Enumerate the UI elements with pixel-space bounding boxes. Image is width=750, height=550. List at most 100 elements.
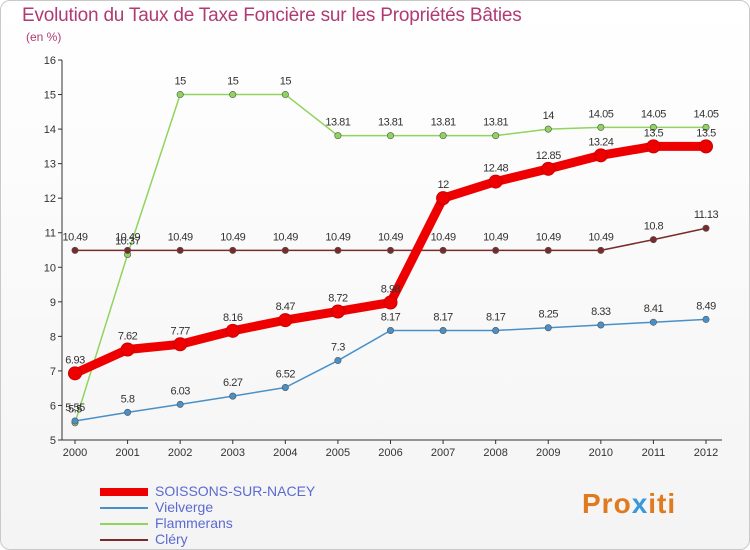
data-point-vielverge (492, 326, 500, 334)
data-label-soissons-sur-nacey: 13.24 (588, 136, 613, 148)
data-label-flammerans: 13.81 (325, 117, 350, 129)
y-tick-label: 5 (50, 435, 56, 447)
data-label-soissons-sur-nacey: 8.98 (381, 284, 401, 296)
data-label-vielverge: 8.49 (696, 300, 716, 312)
y-tick-label: 9 (50, 297, 56, 309)
chart-unit-label: (en %) (26, 30, 62, 44)
data-label-soissons-sur-nacey: 7.77 (170, 325, 190, 337)
data-label-flammerans: 13.81 (483, 117, 508, 129)
legend-swatch-flammerans (100, 523, 148, 525)
data-label-flammerans: 13.81 (378, 117, 403, 129)
data-point-vielverge (334, 357, 342, 365)
data-label-cl-ry: 10.49 (62, 231, 87, 243)
data-point-cl-ry (492, 246, 500, 254)
data-label-cl-ry: 10.49 (378, 231, 403, 243)
data-point-soissons-sur-nacey (541, 161, 556, 176)
data-label-vielverge: 8.33 (591, 306, 611, 318)
data-label-cl-ry: 11.13 (694, 209, 719, 221)
data-label-soissons-sur-nacey: 8.72 (328, 292, 348, 304)
data-point-flammerans (386, 132, 394, 140)
data-label-vielverge: 8.41 (644, 303, 664, 315)
data-point-vielverge (544, 324, 552, 332)
data-point-vielverge (439, 326, 447, 334)
data-point-soissons-sur-nacey (488, 174, 503, 189)
data-point-soissons-sur-nacey (120, 342, 135, 357)
legend-label-soissons: SOISSONS-SUR-NACEY (155, 483, 316, 499)
data-point-flammerans (281, 91, 289, 99)
data-label-flammerans: 13.81 (431, 117, 456, 129)
data-point-soissons-sur-nacey (173, 337, 188, 352)
data-label-soissons-sur-nacey: 13.5 (696, 127, 716, 139)
y-tick-label: 13 (44, 159, 56, 171)
data-point-soissons-sur-nacey (383, 295, 398, 310)
data-point-cl-ry (386, 246, 394, 254)
x-tick-label: 2000 (63, 447, 87, 459)
x-tick-label: 2004 (273, 447, 297, 459)
y-tick-label: 16 (44, 55, 56, 67)
data-label-vielverge: 5.55 (65, 402, 85, 414)
data-label-soissons-sur-nacey: 12.48 (483, 163, 508, 175)
data-point-soissons-sur-nacey (646, 139, 661, 154)
data-point-cl-ry (544, 246, 552, 254)
data-point-flammerans (544, 125, 552, 133)
data-point-flammerans (229, 91, 237, 99)
data-label-soissons-sur-nacey: 7.62 (118, 330, 138, 342)
x-tick-label: 2007 (431, 447, 455, 459)
data-point-vielverge (386, 326, 394, 334)
data-label-flammerans: 14.05 (693, 108, 718, 120)
data-label-cl-ry: 10.49 (168, 231, 193, 243)
data-label-flammerans: 10.37 (115, 235, 140, 247)
data-point-flammerans (649, 123, 657, 131)
data-point-cl-ry (702, 224, 710, 232)
data-point-flammerans (439, 132, 447, 140)
data-label-flammerans: 14.05 (588, 108, 613, 120)
data-label-flammerans: 15 (280, 76, 292, 88)
y-tick-label: 14 (44, 124, 56, 136)
legend-swatch-vielverge (100, 507, 148, 509)
data-point-vielverge (71, 417, 79, 425)
data-point-flammerans (492, 132, 500, 140)
x-tick-label: 2005 (326, 447, 350, 459)
data-point-cl-ry (281, 246, 289, 254)
data-point-soissons-sur-nacey (593, 148, 608, 163)
x-tick-label: 2009 (536, 447, 560, 459)
data-point-flammerans (334, 132, 342, 140)
data-point-vielverge (702, 315, 710, 323)
y-tick-label: 10 (44, 262, 56, 274)
series-line-soissons-sur-nacey (70, 141, 711, 378)
x-tick-label: 2002 (168, 447, 192, 459)
data-point-cl-ry (649, 236, 657, 244)
x-tick-label: 2001 (115, 447, 139, 459)
y-tick-label: 7 (50, 366, 56, 378)
legend-label-flammerans: Flammerans (155, 515, 233, 531)
y-tick-label: 12 (44, 193, 56, 205)
data-label-soissons-sur-nacey: 8.16 (223, 312, 243, 324)
data-point-soissons-sur-nacey (330, 304, 345, 319)
data-label-cl-ry: 10.49 (483, 231, 508, 243)
data-label-cl-ry: 10.8 (644, 221, 664, 233)
data-label-soissons-sur-nacey: 12.85 (536, 150, 561, 162)
data-label-vielverge: 6.03 (170, 385, 190, 397)
data-point-soissons-sur-nacey (699, 139, 713, 154)
legend-swatch-soissons (100, 488, 148, 496)
data-label-vielverge: 8.17 (433, 311, 453, 323)
data-label-soissons-sur-nacey: 6.93 (65, 354, 85, 366)
data-point-vielverge (124, 408, 132, 416)
data-label-flammerans: 15 (175, 76, 187, 88)
x-tick-label: 2011 (642, 447, 666, 459)
data-point-cl-ry (597, 246, 605, 254)
data-label-cl-ry: 10.49 (325, 231, 350, 243)
data-point-cl-ry (439, 246, 447, 254)
legend-swatch-clery (100, 539, 148, 541)
y-tick-label: 8 (50, 331, 56, 343)
x-tick-label: 2006 (378, 447, 402, 459)
data-point-soissons-sur-nacey (278, 313, 293, 328)
data-label-cl-ry: 10.49 (536, 231, 561, 243)
data-label-cl-ry: 10.49 (588, 231, 613, 243)
data-label-vielverge: 8.17 (381, 311, 401, 323)
data-point-cl-ry (71, 246, 79, 254)
legend-label-vielverge: Vielverge (155, 499, 214, 515)
data-label-vielverge: 6.27 (223, 377, 243, 389)
